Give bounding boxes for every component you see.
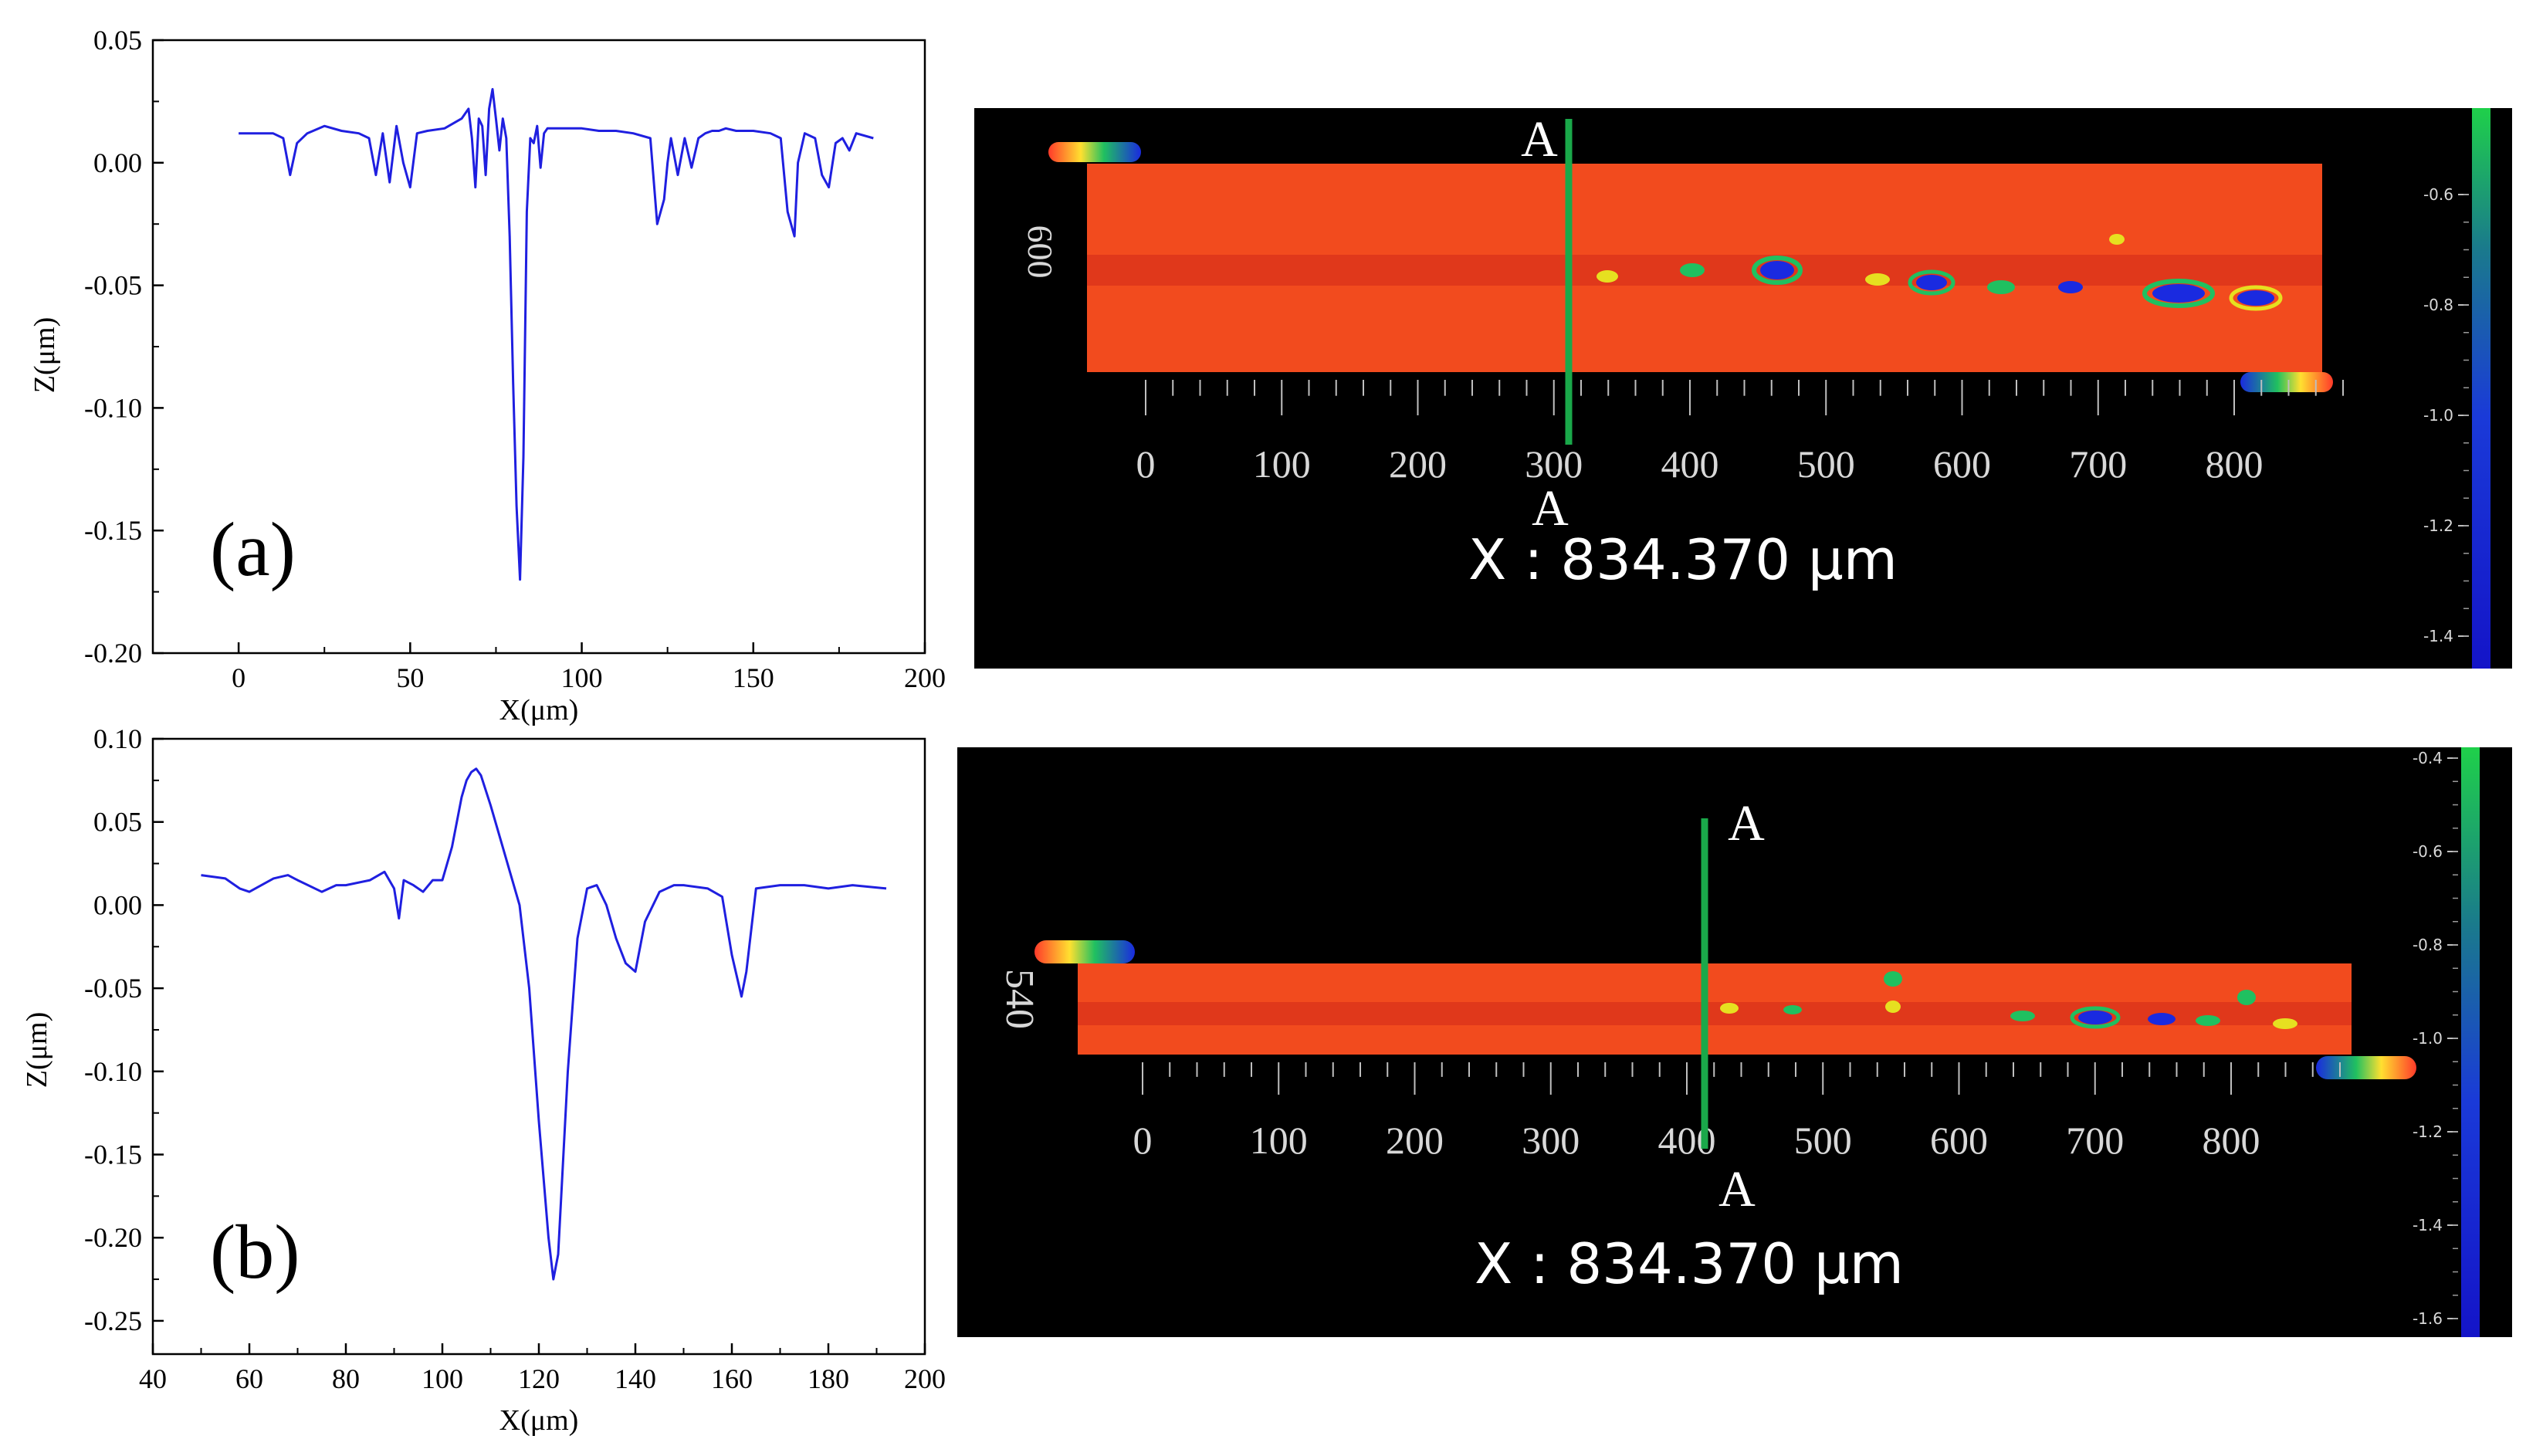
x-tick-label: 100 xyxy=(561,662,603,693)
x-axis-label-a: X(μm) xyxy=(499,694,579,726)
y-tick-label: -0.15 xyxy=(84,515,142,546)
colorbar-tick-label: -1.6 xyxy=(2413,1309,2443,1328)
colorbar-a xyxy=(2472,108,2490,669)
y-tick-label: 0.05 xyxy=(93,25,142,56)
y-tick-label: -0.15 xyxy=(84,1139,142,1170)
x-tick-label: 80 xyxy=(332,1363,360,1394)
scan-tick-label: 800 xyxy=(2203,1119,2260,1162)
y-tick-label: -0.05 xyxy=(84,973,142,1004)
x-tick-label: 40 xyxy=(139,1363,167,1394)
x-tick-label: 160 xyxy=(711,1363,753,1394)
series-group-a xyxy=(239,88,874,581)
scan-end-left-b xyxy=(1034,940,1135,963)
scan-tick-label: 700 xyxy=(2069,442,2127,486)
scan-tick-label: 500 xyxy=(1794,1119,1852,1162)
section-marker-bottom-b: A xyxy=(1718,1161,1756,1217)
wear-spots-b xyxy=(1720,971,2297,1029)
y-tick-label: -0.10 xyxy=(84,1056,142,1087)
colorbar-tick-label: -1.4 xyxy=(2413,1216,2443,1234)
x-tick-label: 100 xyxy=(422,1363,463,1394)
series-group-b xyxy=(201,767,887,1281)
y-tick-label: 0.10 xyxy=(93,726,142,754)
y-tick-label: 0.00 xyxy=(93,889,142,920)
x-tick-label: 60 xyxy=(235,1363,263,1394)
x-tick-label: 140 xyxy=(615,1363,656,1394)
y-tick-label: -0.20 xyxy=(84,1222,142,1253)
y-tick-label: 0.00 xyxy=(93,147,142,178)
axis-ticks-a: 0 50 100 150 200 0.05 0.00 -0.05 -0.10 -0.15 -0.20 xyxy=(84,25,946,693)
scan-tick-label: 300 xyxy=(1525,442,1583,486)
colorbar-tick-label: -0.8 xyxy=(2413,936,2443,954)
scan-tick-label: 100 xyxy=(1250,1119,1308,1162)
panel-label-b: (b) xyxy=(210,1209,300,1295)
colorbar-b xyxy=(2461,747,2480,1337)
x-tick-label: 50 xyxy=(396,662,424,693)
wear-spots-a xyxy=(1597,234,2283,311)
scan-tick-label: 600 xyxy=(1930,1119,1988,1162)
section-marker-top-a: A xyxy=(1521,111,1558,168)
colorbar-ticks-b: -0.4 -0.6 -0.8 -1.0 -1.2 -1.4 -1.6 xyxy=(2413,749,2458,1328)
x-tick-label: 120 xyxy=(518,1363,560,1394)
colorbar-tick-label: -1.0 xyxy=(2413,1029,2443,1048)
profile-chart-b: 40 60 80 100 120 140 160 180 200 0.10 0.05 0.00 -0.0… xyxy=(21,726,946,1437)
section-marker-top-b: A xyxy=(1728,795,1765,852)
scan-tick-label: 800 xyxy=(2206,442,2264,486)
scan-tick-label: 0 xyxy=(1136,442,1156,486)
scan-tick-label: 700 xyxy=(2066,1119,2124,1162)
colorbar-ticks-a: -0.6 -0.8 -1.0 -1.2 -1.4 xyxy=(2423,185,2469,645)
colorbar-tick-label: -1.4 xyxy=(2423,627,2453,645)
colorbar-tick-label: -0.8 xyxy=(2423,296,2453,314)
scan-tick-label: 500 xyxy=(1797,442,1855,486)
y-axis-label-a: Z(μm) xyxy=(29,317,61,393)
x-readout-b: X : 834.370 μm xyxy=(1475,1231,1904,1296)
axis-ticks-b: 40 60 80 100 120 140 160 180 200 0.10 0.05 0.00 -0.0… xyxy=(84,726,946,1394)
surface-scan-b: 0 100 200 300 400 500 600 700 800 540 A A X : 83… xyxy=(957,747,2512,1337)
x-tick-label: 200 xyxy=(904,662,946,693)
y-tick-label: 0.05 xyxy=(93,807,142,838)
plot-frame-b xyxy=(151,737,926,1356)
x-axis-label-b: X(μm) xyxy=(499,1404,579,1437)
profile-chart-a: 0 50 100 150 200 0.05 0.00 -0.05 -0.10 -0.15 -0.20… xyxy=(29,25,946,726)
scan-tick-label: 200 xyxy=(1389,442,1447,486)
y-tick-label: -0.25 xyxy=(84,1305,142,1336)
wear-track-b xyxy=(1078,1002,2352,1025)
scan-scale-labels-a: 0 100 200 300 400 500 600 700 800 xyxy=(1136,442,2264,486)
y-tick-label: -0.10 xyxy=(84,392,142,423)
y-tick-label: -0.05 xyxy=(84,270,142,301)
scan-y-label-a: 600 xyxy=(1021,225,1060,279)
scan-tick-label: 300 xyxy=(1522,1119,1580,1162)
scan-tick-label: 600 xyxy=(1933,442,1991,486)
scan-end-left-a xyxy=(1048,142,1141,162)
scan-tick-label: 100 xyxy=(1253,442,1311,486)
colorbar-tick-label: -1.2 xyxy=(2413,1122,2443,1141)
scan-end-right-b xyxy=(2316,1056,2416,1079)
scan-end-right-a xyxy=(2240,372,2333,392)
panel-label-a: (a) xyxy=(210,506,296,592)
scan-scale-labels-b: 0 100 200 300 400 500 600 700 800 xyxy=(1133,1119,2260,1162)
colorbar-tick-label: -1.2 xyxy=(2423,516,2453,535)
x-tick-label: 180 xyxy=(808,1363,849,1394)
colorbar-tick-label: -1.0 xyxy=(2423,406,2453,425)
scan-tick-label: 200 xyxy=(1386,1119,1444,1162)
colorbar-tick-label: -0.6 xyxy=(2413,842,2443,861)
x-tick-label: 150 xyxy=(733,662,774,693)
colorbar-tick-label: -0.4 xyxy=(2413,749,2443,767)
scan-scale-ticks-a xyxy=(1145,380,2344,415)
colorbar-tick-label: -0.6 xyxy=(2423,185,2453,204)
y-tick-label: -0.20 xyxy=(84,638,142,669)
surface-scan-a: 0 100 200 300 400 500 600 700 800 600 A A X : 83… xyxy=(974,108,2512,669)
section-marker-bottom-a: A xyxy=(1532,480,1569,537)
scan-tick-label: 400 xyxy=(1661,442,1719,486)
x-readout-a: X : 834.370 μm xyxy=(1468,527,1898,592)
y-axis-label-b: Z(μm) xyxy=(21,1012,53,1088)
x-tick-label: 200 xyxy=(904,1363,946,1394)
profile-series-line xyxy=(239,88,874,581)
x-tick-label: 0 xyxy=(232,662,245,693)
scan-scale-ticks-b xyxy=(1142,1062,2341,1095)
scan-y-label-b: 540 xyxy=(997,969,1041,1029)
scan-tick-label: 0 xyxy=(1133,1119,1153,1162)
profile-series-line xyxy=(201,767,887,1281)
